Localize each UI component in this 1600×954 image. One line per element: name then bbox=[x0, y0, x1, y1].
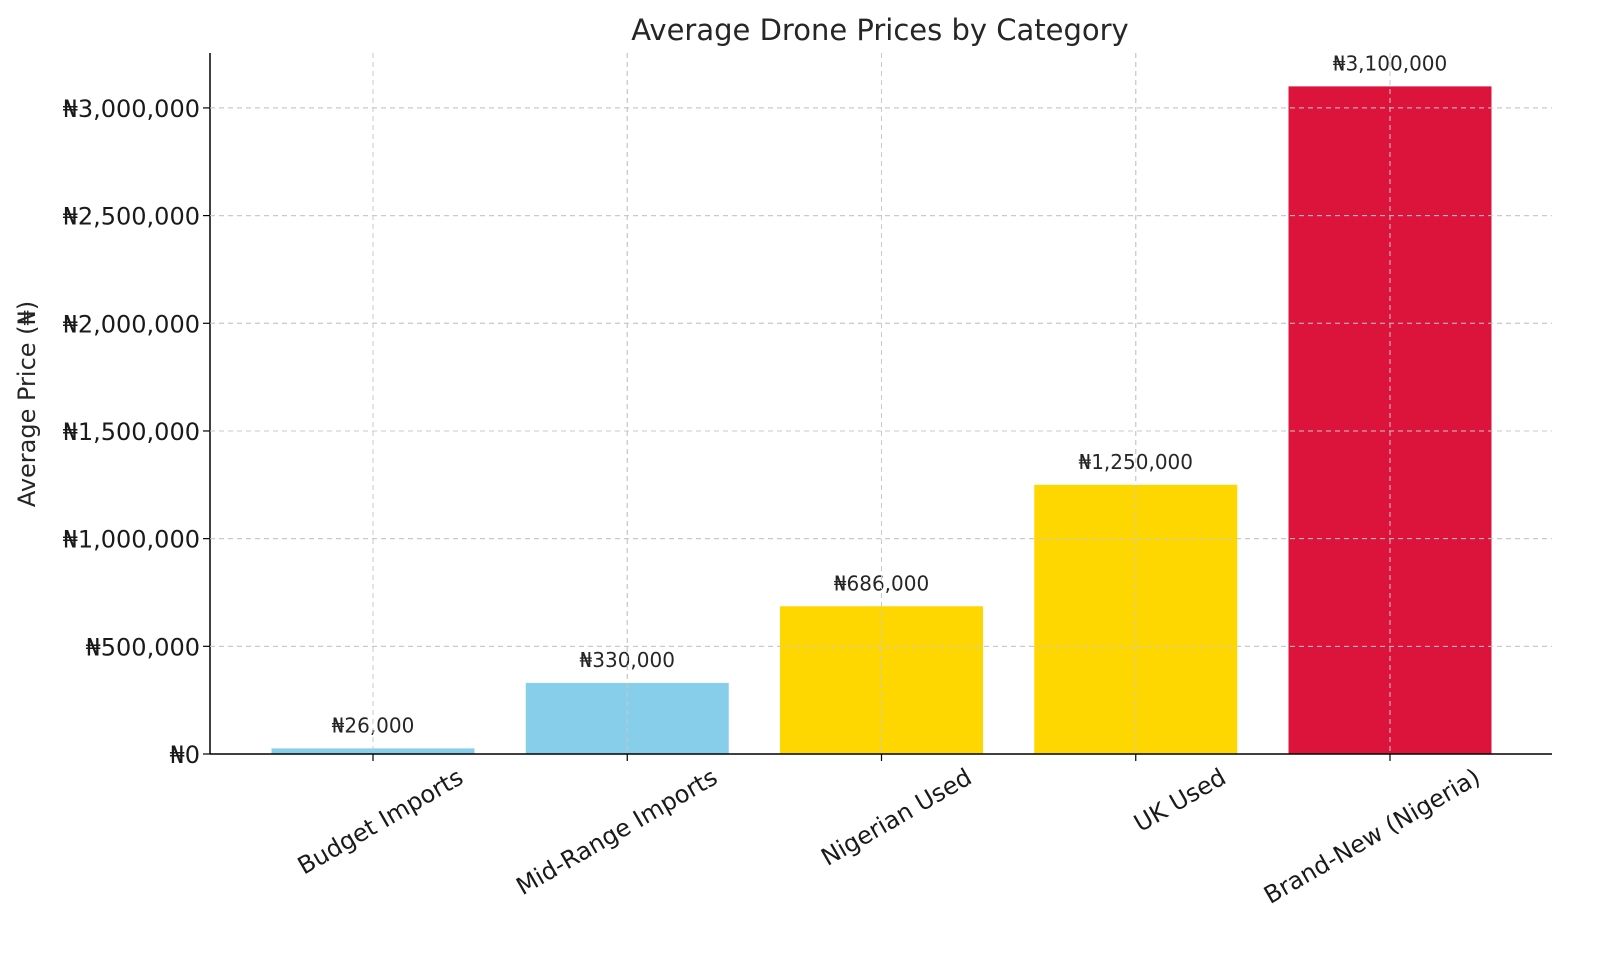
x-tick-label: UK Used bbox=[1129, 763, 1230, 838]
x-tick-label: Mid-Range Imports bbox=[512, 763, 723, 901]
x-tick-label: Nigerian Used bbox=[816, 763, 976, 872]
y-tick-label: ₦3,000,000 bbox=[63, 95, 200, 123]
x-tick-label: Budget Imports bbox=[293, 763, 468, 880]
bar bbox=[271, 748, 475, 754]
y-tick-label: ₦2,000,000 bbox=[63, 310, 200, 338]
y-axis-label: Average Price (₦) bbox=[13, 301, 41, 507]
bars bbox=[271, 86, 1492, 754]
y-tick-label: ₦2,500,000 bbox=[63, 203, 200, 231]
bar-value-label: ₦686,000 bbox=[834, 571, 929, 595]
y-tick-label: ₦1,000,000 bbox=[63, 526, 200, 554]
axes bbox=[203, 53, 1552, 761]
chart-title: Average Drone Prices by Category bbox=[631, 13, 1128, 47]
y-tick-label: ₦1,500,000 bbox=[63, 418, 200, 446]
bar bbox=[1288, 86, 1492, 754]
bar-value-label: ₦26,000 bbox=[332, 713, 415, 737]
y-tick-label: ₦500,000 bbox=[85, 633, 200, 661]
y-tick-label: ₦0 bbox=[169, 741, 200, 769]
x-tick-label: Brand-New (Nigeria) bbox=[1259, 763, 1485, 910]
bar bbox=[1034, 484, 1238, 754]
